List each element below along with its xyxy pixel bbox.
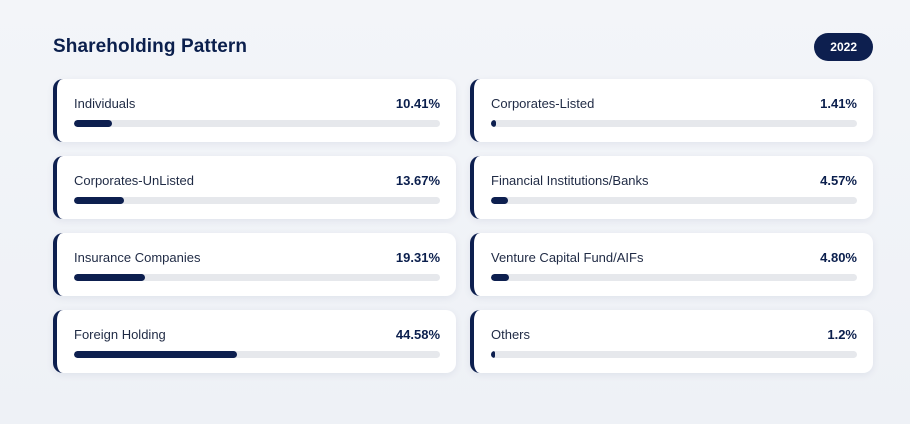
progress-track bbox=[491, 197, 857, 204]
progress-track bbox=[491, 120, 857, 127]
progress-track bbox=[491, 351, 857, 358]
card-value: 13.67% bbox=[395, 173, 440, 188]
shareholding-card-individuals: Individuals 10.41% bbox=[53, 79, 456, 142]
progress-fill bbox=[491, 120, 497, 127]
card-label: Corporates-Listed bbox=[491, 96, 595, 111]
progress-track bbox=[74, 351, 440, 358]
progress-fill bbox=[491, 274, 509, 281]
card-value: 4.80% bbox=[820, 250, 857, 265]
shareholding-card-corporates-unlisted: Corporates-UnListed 13.67% bbox=[53, 156, 456, 219]
progress-fill bbox=[491, 351, 496, 358]
progress-fill bbox=[74, 197, 125, 204]
shareholding-card-financial-institutions: Financial Institutions/Banks 4.57% bbox=[470, 156, 873, 219]
progress-track bbox=[74, 197, 440, 204]
card-label: Individuals bbox=[74, 96, 136, 111]
shareholding-card-insurance-companies: Insurance Companies 19.31% bbox=[53, 233, 456, 296]
header: Shareholding Pattern 2022 bbox=[53, 33, 873, 61]
card-value: 1.2% bbox=[827, 327, 857, 342]
progress-fill bbox=[491, 197, 508, 204]
card-label: Financial Institutions/Banks bbox=[491, 173, 649, 188]
progress-track bbox=[491, 274, 857, 281]
card-label: Corporates-UnListed bbox=[74, 173, 194, 188]
progress-fill bbox=[74, 120, 113, 127]
card-value: 4.57% bbox=[820, 173, 857, 188]
shareholding-card-foreign-holding: Foreign Holding 44.58% bbox=[53, 310, 456, 373]
card-label: Others bbox=[491, 327, 531, 342]
progress-track bbox=[74, 274, 440, 281]
shareholding-card-corporates-listed: Corporates-Listed 1.41% bbox=[470, 79, 873, 142]
card-label: Venture Capital Fund/AIFs bbox=[491, 250, 644, 265]
card-value: 19.31% bbox=[395, 250, 440, 265]
progress-track bbox=[74, 120, 440, 127]
page-title: Shareholding Pattern bbox=[53, 36, 248, 57]
card-value: 44.58% bbox=[395, 327, 440, 342]
progress-fill bbox=[74, 274, 145, 281]
card-label: Foreign Holding bbox=[74, 327, 166, 342]
shareholding-card-others: Others 1.2% bbox=[470, 310, 873, 373]
card-value: 10.41% bbox=[395, 96, 440, 111]
shareholding-grid: Individuals 10.41% Corporates-Listed 1.4… bbox=[53, 79, 873, 373]
card-value: 1.41% bbox=[820, 96, 857, 111]
shareholding-card-venture-capital: Venture Capital Fund/AIFs 4.80% bbox=[470, 233, 873, 296]
progress-fill bbox=[74, 351, 238, 358]
year-badge[interactable]: 2022 bbox=[814, 33, 873, 61]
card-label: Insurance Companies bbox=[74, 250, 201, 265]
